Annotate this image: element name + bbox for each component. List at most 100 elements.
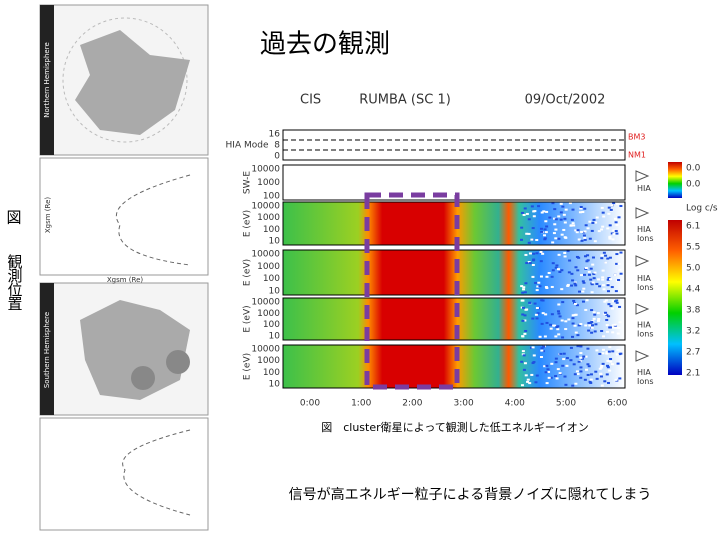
noise: [604, 261, 608, 264]
noise: [532, 215, 536, 218]
panel-tick: 10000: [251, 250, 280, 260]
noise: [587, 322, 591, 325]
noise: [520, 384, 524, 387]
noise: [615, 353, 619, 356]
noise: [589, 378, 593, 381]
panel-tick: 100: [263, 320, 280, 330]
noise: [608, 256, 612, 259]
noise: [600, 364, 604, 367]
noise: [587, 365, 591, 368]
noise: [563, 251, 567, 254]
panel-tick: 10: [269, 287, 281, 297]
noise: [541, 350, 545, 353]
noise: [600, 254, 604, 257]
panel-side: HIA: [637, 184, 651, 193]
noise: [556, 310, 560, 313]
noise: [616, 362, 620, 365]
noise: [575, 370, 579, 373]
noise: [577, 360, 581, 363]
map-label: Southern Hemisphere: [43, 312, 51, 388]
noise: [521, 299, 525, 302]
noise: [614, 378, 618, 381]
noise: [554, 335, 558, 338]
panel-side: Ions: [637, 330, 654, 339]
noise: [561, 301, 565, 304]
noise: [559, 202, 563, 205]
noise: [570, 272, 574, 275]
noise: [580, 230, 584, 233]
colorbar-label: 2.1: [686, 369, 700, 379]
noise: [614, 221, 618, 224]
orbit-path: [115, 174, 191, 266]
panel-tick: 100: [263, 225, 280, 235]
noise: [614, 326, 618, 329]
noise: [584, 308, 588, 311]
noise: [579, 356, 583, 359]
noise: [528, 301, 532, 304]
noise: [603, 380, 607, 383]
noise: [557, 303, 561, 306]
noise: [545, 287, 549, 290]
noise: [606, 366, 610, 369]
noise: [612, 202, 616, 205]
panel-side: NM1: [628, 151, 646, 160]
noise: [597, 230, 601, 233]
noise: [544, 313, 548, 316]
noise: [523, 362, 527, 365]
noise: [572, 363, 576, 366]
noise: [610, 286, 614, 289]
orbit-path: [122, 429, 191, 516]
noise: [586, 347, 590, 350]
noise: [534, 281, 538, 284]
noise: [576, 269, 580, 272]
panel-tick: 0: [274, 152, 280, 162]
noise: [574, 284, 578, 287]
noise: [581, 210, 585, 213]
caption: 図 cluster衛星によって観測した低エネルギーイオン: [321, 420, 589, 434]
panel-side: Ions: [637, 234, 654, 243]
noise: [610, 307, 614, 310]
noise: [583, 238, 587, 241]
noise: [611, 238, 615, 241]
noise: [609, 357, 613, 360]
panel-label: SW-E: [243, 171, 253, 194]
noise: [601, 225, 605, 228]
noise: [585, 299, 589, 302]
noise: [568, 202, 572, 205]
noise: [541, 299, 545, 302]
noise: [607, 206, 611, 209]
time-tick: 4:00: [505, 399, 525, 409]
noise: [571, 322, 575, 325]
noise: [609, 360, 613, 363]
noise: [536, 285, 540, 288]
noise: [558, 315, 562, 318]
noise: [554, 228, 558, 231]
noise: [577, 238, 581, 241]
noise: [524, 374, 528, 377]
noise: [531, 275, 535, 278]
noise: [560, 319, 564, 322]
noise: [601, 362, 605, 365]
noise: [599, 366, 603, 369]
noise: [560, 288, 564, 291]
noise: [611, 331, 615, 334]
noise: [587, 270, 591, 273]
noise: [532, 361, 536, 364]
noise: [540, 322, 544, 325]
noise: [608, 224, 612, 227]
noise: [539, 356, 543, 359]
noise: [577, 324, 581, 327]
noise: [563, 221, 567, 224]
colorbar-label: 6.1: [686, 222, 700, 232]
noise: [579, 206, 583, 209]
noise: [574, 229, 578, 232]
noise: [586, 254, 590, 257]
colorbar-label: 0.0: [686, 180, 701, 190]
noise: [607, 212, 611, 215]
noise: [550, 285, 554, 288]
direction-icon: [635, 207, 650, 219]
noise: [555, 326, 559, 329]
noise: [579, 345, 583, 348]
plot-header: 09/Oct/2002: [525, 93, 606, 108]
map-dot: [131, 366, 155, 390]
